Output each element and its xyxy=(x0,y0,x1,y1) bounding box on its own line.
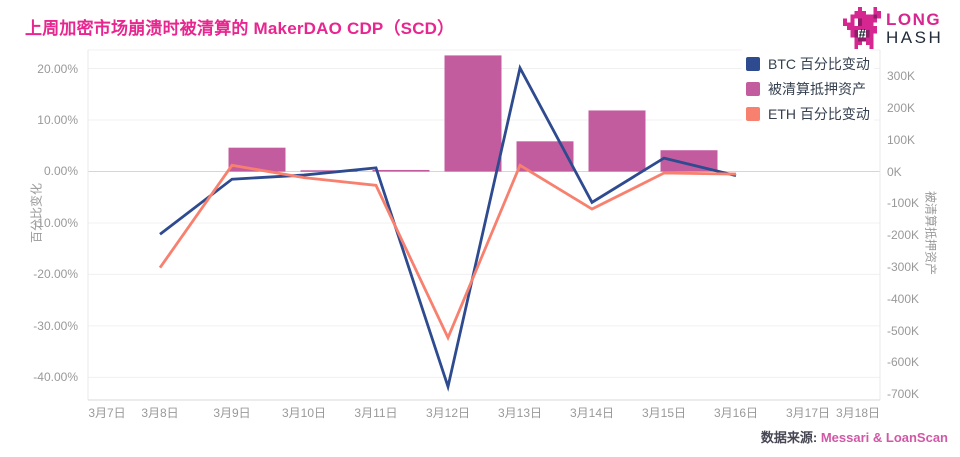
x-axis-label: 3月13日 xyxy=(497,406,543,420)
legend-swatch-btc-icon xyxy=(746,56,760,71)
bar-liquidated-collateral xyxy=(444,55,502,172)
bar-liquidated-collateral xyxy=(228,147,286,172)
logo-word-hash: HASH xyxy=(886,27,944,47)
left-y-tick-label: 10.00% xyxy=(37,113,78,127)
x-axis-label: 3月11日 xyxy=(354,406,398,420)
right-y-axis-title: 被清算抵押资产 xyxy=(923,190,938,276)
left-y-axis-title: 百分比变化 xyxy=(29,182,44,244)
legend-item-eth[interactable]: ETH 百分比变动 xyxy=(746,101,870,126)
x-axis-label: 3月18日 xyxy=(835,406,881,420)
data-source: 数据来源: Messari & LoanScan xyxy=(761,427,948,446)
right-y-tick-label: -500K xyxy=(887,323,920,338)
eth-line-series xyxy=(158,163,737,342)
left-y-tick-label: -10.00% xyxy=(33,215,78,230)
right-y-tick-label: 300K xyxy=(887,69,916,84)
x-axis-label: 3月7日 xyxy=(88,406,126,420)
bar-liquidated-collateral xyxy=(372,169,430,172)
left-y-tick-label: 20.00% xyxy=(37,61,78,76)
chart-legend: BTC 百分比变动 被清算抵押资产 ETH 百分比变动 xyxy=(742,49,874,128)
right-y-tick-label: -200K xyxy=(887,228,920,243)
longhash-logo-text: LONG HASH xyxy=(886,11,943,46)
legend-item-btc[interactable]: BTC 百分比变动 xyxy=(746,51,870,76)
legend-item-liquidated-collateral[interactable]: 被清算抵押资产 xyxy=(746,76,870,101)
btc-line-series xyxy=(159,64,737,392)
right-y-tick-label: -400K xyxy=(887,291,920,306)
data-source-value[interactable]: Messari & LoanScan xyxy=(820,430,948,445)
logo-word-long: LONG xyxy=(886,9,942,29)
legend-swatch-collateral-icon xyxy=(746,81,760,96)
x-axis-label: 3月17日 xyxy=(785,406,831,420)
right-y-tick-label: -600K xyxy=(887,355,920,370)
x-axis-label: 3月12日 xyxy=(425,406,471,420)
bar-liquidated-collateral xyxy=(588,110,646,172)
x-axis-label: 3月8日 xyxy=(141,406,179,420)
right-y-tick-label: -100K xyxy=(887,196,920,211)
right-y-tick-label: 100K xyxy=(887,132,916,147)
right-y-tick-label: -700K xyxy=(887,387,920,402)
left-y-tick-label: -20.00% xyxy=(33,267,78,282)
right-y-tick-label: 200K xyxy=(887,100,916,115)
left-y-tick-label: 0.00% xyxy=(43,164,78,179)
longhash-mascot-icon: # xyxy=(843,7,881,49)
left-y-tick-label: -40.00% xyxy=(33,370,78,385)
page-title: 上周加密市场崩溃时被清算的 MakerDAO CDP（SCD） xyxy=(25,19,455,38)
legend-swatch-eth-icon xyxy=(746,106,760,121)
right-y-tick-label: 0K xyxy=(887,164,902,179)
bar-liquidated-collateral xyxy=(300,170,358,172)
bar-liquidated-collateral xyxy=(516,141,574,172)
x-axis-label: 3月16日 xyxy=(713,406,759,420)
x-axis-label: 3月9日 xyxy=(213,406,251,420)
longhash-logo: # LONG HASH xyxy=(843,6,955,50)
legend-label-btc: BTC 百分比变动 xyxy=(768,55,870,72)
x-axis-label: 3月15日 xyxy=(641,406,687,420)
x-axis-label: 3月10日 xyxy=(281,406,327,420)
legend-label-eth: ETH 百分比变动 xyxy=(768,105,870,122)
data-source-label: 数据来源: xyxy=(760,430,818,445)
svg-text:#: # xyxy=(859,26,866,41)
x-axis-label: 3月14日 xyxy=(569,406,615,420)
right-y-tick-label: -300K xyxy=(887,260,920,274)
left-y-tick-label: -30.00% xyxy=(33,318,78,333)
legend-label-collateral: 被清算抵押资产 xyxy=(768,80,866,97)
